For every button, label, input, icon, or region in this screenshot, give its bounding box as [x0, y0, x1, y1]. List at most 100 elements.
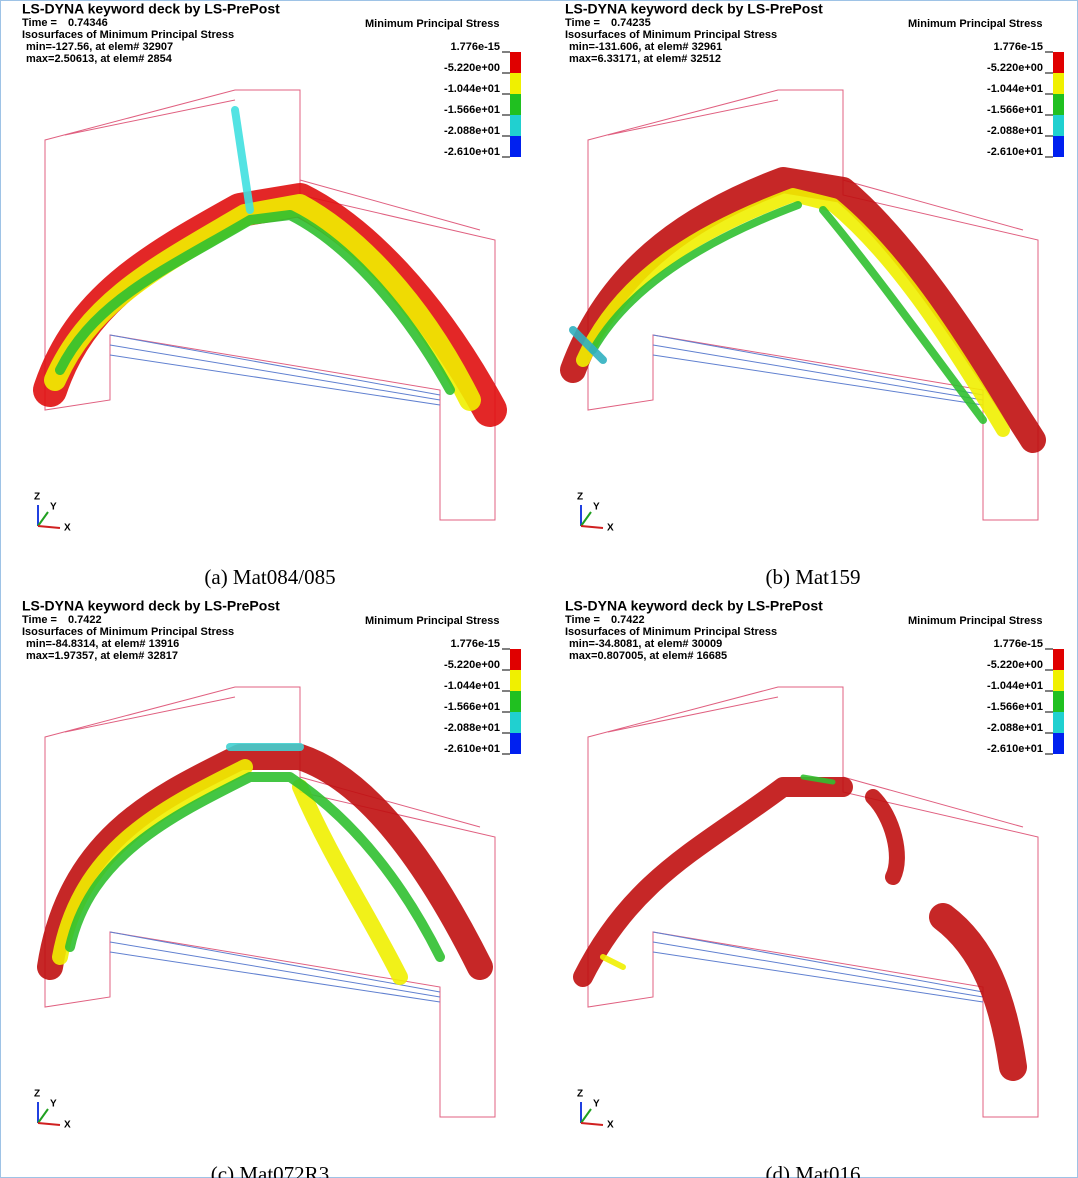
color-bar-segment: [1053, 691, 1064, 712]
rebar: [653, 335, 983, 405]
axis-x: [581, 526, 603, 528]
time-value: 0.7422: [611, 614, 645, 626]
legend-label: 1.776e-15: [993, 638, 1043, 650]
rebar: [110, 335, 440, 405]
axis-y: [38, 512, 48, 526]
color-bar-segment: [1053, 136, 1064, 157]
color-bar-segment: [1053, 94, 1064, 115]
axis-x: [38, 1123, 60, 1125]
time-label: Time =: [565, 17, 600, 29]
legend-title: Minimum Principal Stress: [365, 615, 499, 627]
legend-label: -5.220e+00: [987, 659, 1043, 671]
min-value: min=-127.56, at elem# 32907: [26, 41, 173, 53]
stress-isosurface: [60, 215, 450, 390]
legend-label: -2.088e+01: [444, 125, 500, 137]
stress-isosurface: [603, 957, 623, 967]
figure: LS-DYNA keyword deck by LS-PrePostTime =…: [0, 0, 1078, 1178]
figure-border: [1, 1, 1078, 1178]
rebar: [653, 932, 983, 1002]
caption: (c) Mat072R3: [211, 1162, 329, 1178]
legend-label: 1.776e-15: [450, 41, 500, 53]
caption: (b) Mat159: [765, 565, 860, 589]
time-value: 0.74235: [611, 17, 651, 29]
max-value: max=0.807005, at elem# 16685: [569, 650, 727, 662]
wireframe: [588, 90, 1038, 520]
axis-label: Z: [577, 1089, 583, 1100]
color-bar-segment: [1053, 52, 1064, 73]
header-title: LS-DYNA keyword deck by LS-PrePost: [22, 1, 280, 17]
legend-label: 1.776e-15: [450, 638, 500, 650]
axis-label: Y: [50, 502, 57, 513]
axis-x: [581, 1123, 603, 1125]
max-value: max=1.97357, at elem# 32817: [26, 650, 178, 662]
wireframe: [588, 687, 1038, 1117]
axis-label: X: [64, 1120, 71, 1131]
color-bar-segment: [1053, 670, 1064, 691]
axis-y: [581, 512, 591, 526]
legend-label: -2.610e+01: [987, 146, 1043, 158]
legend-title: Minimum Principal Stress: [365, 18, 499, 30]
panel: LS-DYNA keyword deck by LS-PrePostTime =…: [565, 598, 1064, 1178]
axis-x: [38, 526, 60, 528]
legend-label: -2.610e+01: [987, 743, 1043, 755]
color-bar-segment: [510, 649, 521, 670]
stress-isosurface: [583, 787, 843, 977]
legend-label: -2.610e+01: [444, 743, 500, 755]
header-subtitle: Isosurfaces of Minimum Principal Stress: [22, 29, 234, 41]
axis-label: Y: [50, 1099, 57, 1110]
color-bar-segment: [510, 94, 521, 115]
time-value: 0.7422: [68, 614, 102, 626]
axis-label: Y: [593, 1099, 600, 1110]
color-bar-segment: [510, 712, 521, 733]
legend-label: -5.220e+00: [444, 659, 500, 671]
legend-title: Minimum Principal Stress: [908, 615, 1042, 627]
min-value: min=-131.606, at elem# 32961: [569, 41, 722, 53]
max-value: max=2.50613, at elem# 2854: [26, 53, 173, 65]
color-bar-segment: [1053, 115, 1064, 136]
time-value: 0.74346: [68, 17, 108, 29]
legend-label: -1.044e+01: [987, 680, 1043, 692]
legend-label: -1.566e+01: [444, 104, 500, 116]
axis-y: [581, 1109, 591, 1123]
min-value: min=-34.8081, at elem# 30009: [569, 638, 722, 650]
legend-label: -2.088e+01: [987, 722, 1043, 734]
axis-y: [38, 1109, 48, 1123]
time-label: Time =: [22, 17, 57, 29]
color-bar-segment: [1053, 712, 1064, 733]
color-bar-segment: [510, 691, 521, 712]
caption: (d) Mat016: [765, 1162, 860, 1178]
color-bar-segment: [510, 73, 521, 94]
legend-label: -1.566e+01: [444, 701, 500, 713]
color-bar-segment: [510, 136, 521, 157]
color-bar-segment: [510, 733, 521, 754]
color-bar-segment: [1053, 733, 1064, 754]
legend-label: -1.566e+01: [987, 104, 1043, 116]
header-subtitle: Isosurfaces of Minimum Principal Stress: [565, 626, 777, 638]
time-label: Time =: [565, 614, 600, 626]
header-title: LS-DYNA keyword deck by LS-PrePost: [565, 598, 823, 614]
legend-label: -2.610e+01: [444, 146, 500, 158]
header-title: LS-DYNA keyword deck by LS-PrePost: [22, 598, 280, 614]
stress-isosurface: [873, 797, 897, 877]
axis-label: X: [607, 523, 614, 534]
legend-title: Minimum Principal Stress: [908, 18, 1042, 30]
axis-label: Z: [34, 1089, 40, 1100]
color-bar-segment: [1053, 649, 1064, 670]
legend-label: -1.044e+01: [987, 83, 1043, 95]
axis-label: Z: [34, 492, 40, 503]
header-title: LS-DYNA keyword deck by LS-PrePost: [565, 1, 823, 17]
header-subtitle: Isosurfaces of Minimum Principal Stress: [22, 626, 234, 638]
color-bar-segment: [510, 115, 521, 136]
legend-label: -1.044e+01: [444, 83, 500, 95]
min-value: min=-84.8314, at elem# 13916: [26, 638, 179, 650]
legend-label: 1.776e-15: [993, 41, 1043, 53]
axis-label: X: [64, 523, 71, 534]
legend-label: -5.220e+00: [987, 62, 1043, 74]
legend-label: -1.566e+01: [987, 701, 1043, 713]
axis-label: X: [607, 1120, 614, 1131]
axis-label: Y: [593, 502, 600, 513]
legend-label: -2.088e+01: [444, 722, 500, 734]
